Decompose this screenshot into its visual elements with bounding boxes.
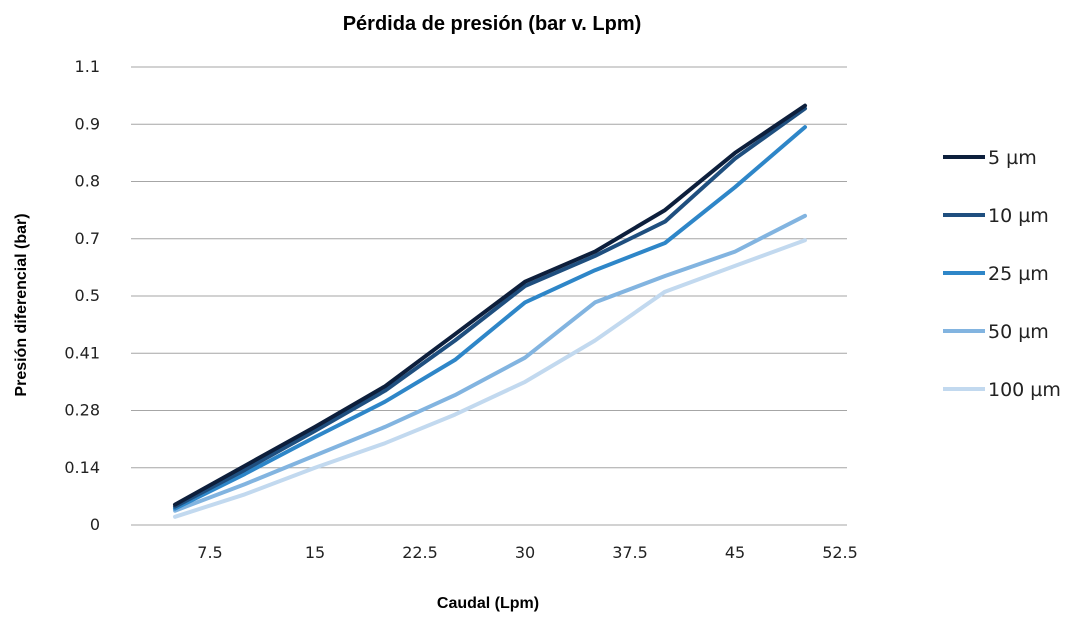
x-axis-title: Caudal (Lpm) [437, 595, 539, 612]
x-tick-labels: 7.5 15 22.5 30 37.5 45 52.5 [197, 543, 858, 562]
legend-item: 25 µm [943, 263, 1049, 285]
x-tick-label: 7.5 [197, 543, 222, 562]
y-tick-label: 0.9 [75, 114, 100, 133]
y-tick-labels: 0 0.14 0.28 0.41 0.5 0.7 0.8 0.9 1.1 [64, 57, 100, 534]
y-tick-label: 0.8 [75, 172, 100, 191]
y-tick-label: 0.14 [64, 458, 100, 477]
legend-label: 50 µm [988, 321, 1049, 343]
legend-item: 5 µm [943, 147, 1037, 169]
chart-title: Pérdida de presión (bar v. Lpm) [343, 13, 642, 35]
series-line [173, 213, 807, 513]
series-line [173, 125, 807, 511]
y-tick-label: 0.5 [75, 286, 100, 305]
series-line [173, 106, 807, 509]
y-axis-title: Presión diferencial (bar) [13, 213, 30, 396]
series-line [173, 238, 807, 519]
grid-layer [131, 66, 847, 526]
series-lines [173, 103, 807, 519]
x-tick-label: 15 [305, 543, 325, 562]
legend-item: 50 µm [943, 321, 1049, 343]
y-tick-label: 0.28 [64, 401, 100, 420]
x-tick-label: 22.5 [402, 543, 438, 562]
y-tick-label: 0 [90, 515, 100, 534]
legend-item: 10 µm [943, 205, 1049, 227]
x-tick-label: 45 [725, 543, 745, 562]
series-line [173, 103, 807, 507]
y-tick-label: 0.7 [75, 229, 100, 248]
x-tick-label: 37.5 [612, 543, 648, 562]
y-tick-label: 1.1 [75, 57, 100, 76]
legend-label: 100 µm [988, 379, 1061, 401]
y-tick-label: 0.41 [64, 343, 100, 362]
legend-label: 5 µm [988, 147, 1037, 169]
x-tick-label: 52.5 [822, 543, 858, 562]
x-tick-label: 30 [515, 543, 535, 562]
legend: 5 µm 10 µm 25 µm 50 µm 100 µm [943, 147, 1061, 401]
legend-item: 100 µm [943, 379, 1061, 401]
legend-label: 10 µm [988, 205, 1049, 227]
legend-label: 25 µm [988, 263, 1049, 285]
